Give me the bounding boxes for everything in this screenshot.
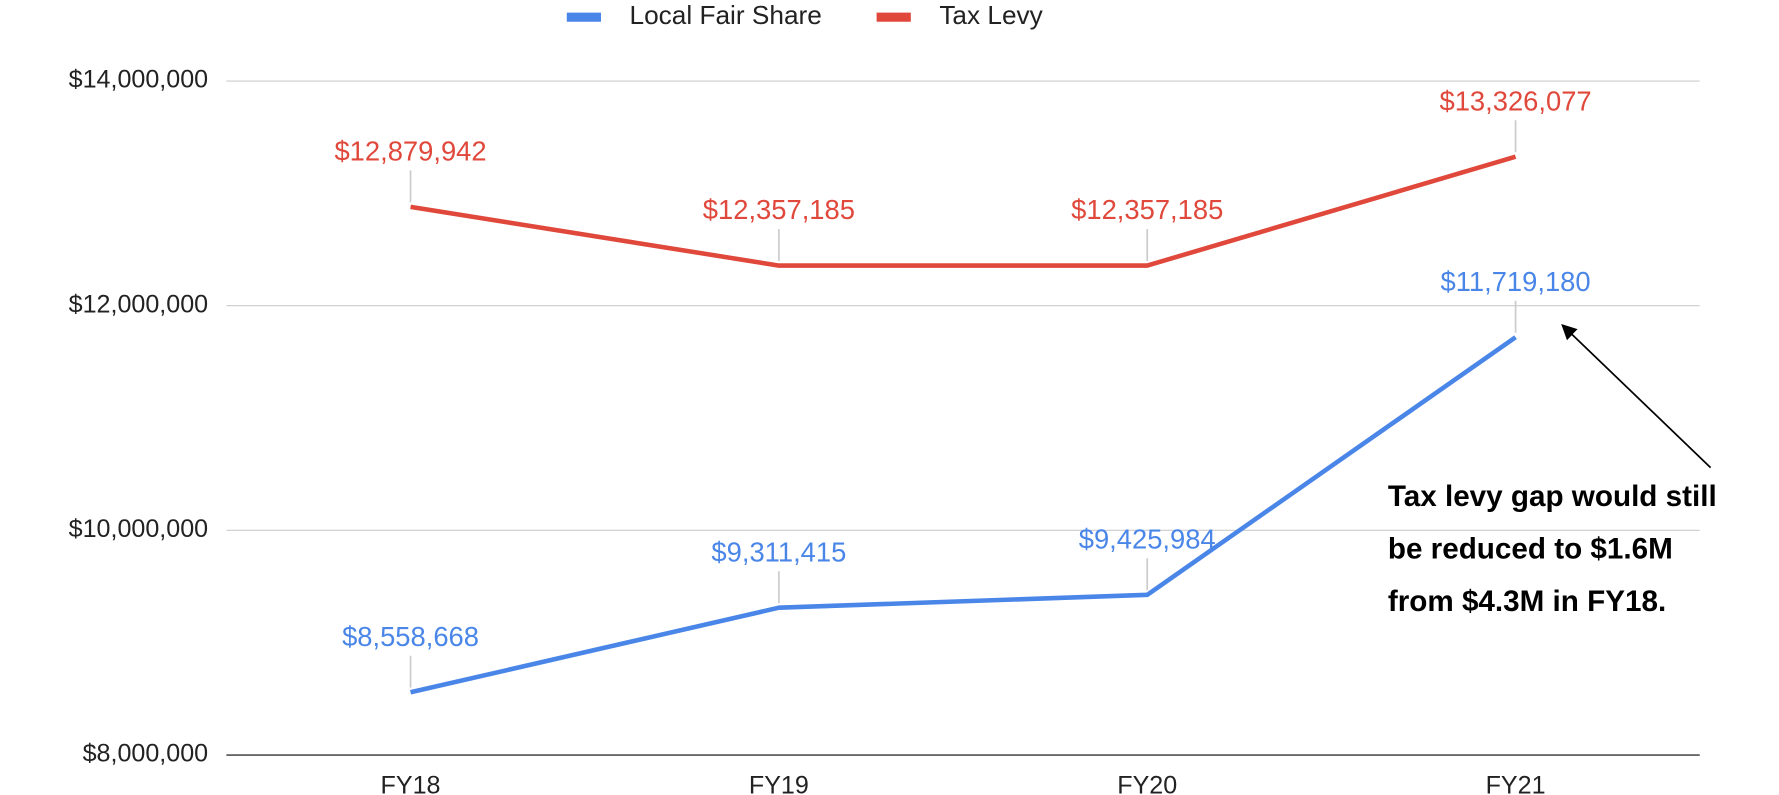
series-line xyxy=(410,154,1517,268)
series-line xyxy=(410,335,1517,695)
y-tick-label: $12,000,000 xyxy=(69,290,208,318)
data-label: $13,326,077 xyxy=(1439,85,1591,116)
x-tick-label: FY18 xyxy=(381,772,441,795)
legend-label: Local Fair Share xyxy=(629,0,821,30)
annotation-text: Tax levy gap would still xyxy=(1388,480,1717,513)
annotation-text: be reduced to $1.6M xyxy=(1388,533,1673,566)
legend-swatch xyxy=(876,12,911,22)
data-label: $9,311,415 xyxy=(711,536,846,567)
data-label: $9,425,984 xyxy=(1079,523,1216,554)
y-tick-label: $8,000,000 xyxy=(83,740,209,768)
data-label: $11,719,180 xyxy=(1441,266,1591,297)
annotation-arrow xyxy=(1561,324,1712,469)
x-tick-label: FY20 xyxy=(1117,772,1177,795)
legend-label: Tax Levy xyxy=(939,0,1043,30)
x-tick-label: FY21 xyxy=(1486,772,1546,795)
annotation-text: from $4.3M in FY18. xyxy=(1388,585,1666,618)
x-tick-label: FY19 xyxy=(749,772,809,795)
data-label: $8,558,668 xyxy=(342,621,479,652)
data-label: $12,879,942 xyxy=(334,135,486,166)
y-tick-label: $10,000,000 xyxy=(69,515,208,543)
data-label: $12,357,185 xyxy=(1071,194,1223,225)
y-tick-label: $14,000,000 xyxy=(69,66,208,94)
data-label: $12,357,185 xyxy=(703,194,855,225)
legend-swatch xyxy=(566,12,601,22)
